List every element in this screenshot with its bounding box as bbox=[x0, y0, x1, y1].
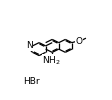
Text: N: N bbox=[26, 41, 32, 50]
Text: NH$_2$: NH$_2$ bbox=[42, 55, 61, 67]
Text: O: O bbox=[75, 37, 82, 46]
Text: HBr: HBr bbox=[23, 77, 39, 86]
